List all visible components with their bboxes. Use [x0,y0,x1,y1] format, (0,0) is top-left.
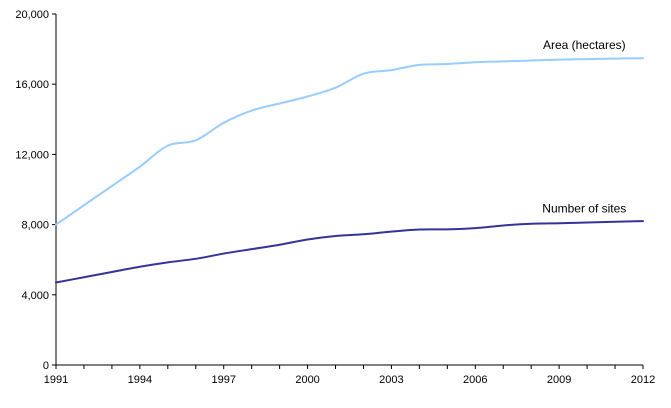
x-tick-label: 2000 [295,374,319,386]
y-tick-label: 0 [43,360,49,372]
axes: 0 4,000 8,000 12,000 16,000 20,000 1991 1994 199… [15,9,655,386]
y-tick-label: 12,000 [15,149,49,161]
x-tick-label: 1994 [128,374,152,386]
series-label-area-hectares: Area (hectares) [543,38,626,52]
series-layer [55,57,644,284]
y-tick-label: 8,000 [21,220,49,232]
x-tick-label: 2012 [631,374,655,386]
x-tick-label: 2003 [379,374,403,386]
x-tick-label: 1997 [211,374,235,386]
labels-layer: Area (hectares) Number of sites [542,38,626,215]
y-tick-label: 4,000 [21,290,49,302]
y-tick-label: 20,000 [15,9,49,21]
y-tick-label: 16,000 [15,79,49,91]
series-label-number-of-sites: Number of sites [542,202,626,216]
x-tick-label: 2006 [463,374,487,386]
x-tick-label: 2009 [547,374,571,386]
series-line-area-hectares [55,57,644,226]
series-line-number-of-sites [55,220,644,284]
x-tick-label: 1991 [44,374,68,386]
